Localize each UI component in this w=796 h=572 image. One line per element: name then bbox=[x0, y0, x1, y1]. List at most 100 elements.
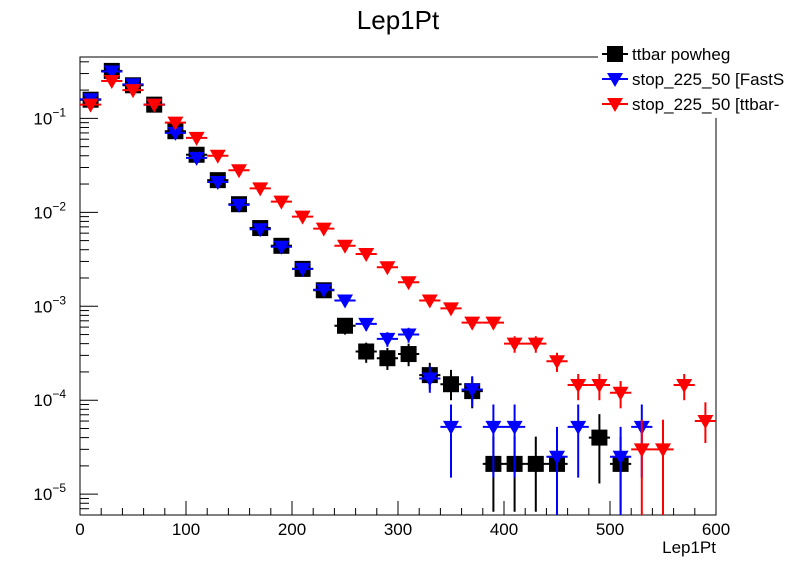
y-tick-label: 10−4 bbox=[33, 387, 66, 410]
data-point-triangle bbox=[655, 443, 671, 458]
data-point-triangle bbox=[400, 276, 417, 291]
data-point-triangle bbox=[337, 239, 353, 254]
data-point-triangle bbox=[421, 294, 438, 309]
data-point-triangle bbox=[337, 294, 353, 309]
data-point-triangle bbox=[188, 151, 205, 166]
y-tick-exponent: −1 bbox=[52, 105, 66, 119]
data-point-triangle bbox=[485, 316, 502, 331]
data-point-triangle bbox=[146, 98, 163, 113]
data-point-triangle bbox=[209, 176, 226, 191]
legend-label: stop_225_50 [ttbar- bbox=[632, 95, 779, 114]
data-point-square bbox=[607, 46, 623, 62]
legend: ttbar powheg stop_225_50 [FastS stop_225_5… bbox=[598, 40, 796, 118]
x-tick-label: 400 bbox=[490, 520, 518, 539]
data-point-triangle bbox=[443, 420, 459, 435]
data-point-triangle bbox=[527, 337, 544, 352]
series-3 bbox=[80, 74, 716, 515]
data-point-square bbox=[379, 350, 396, 367]
data-point-triangle bbox=[676, 379, 693, 394]
x-tick-label: 0 bbox=[75, 520, 84, 539]
y-tick-mantissa: 10 bbox=[33, 485, 52, 504]
data-point-triangle bbox=[167, 126, 184, 141]
data-point-triangle bbox=[103, 65, 120, 80]
data-point-triangle bbox=[125, 84, 141, 99]
y-tick-label: 10−1 bbox=[33, 105, 66, 128]
data-point-triangle bbox=[188, 131, 205, 146]
y-tick-exponent: −5 bbox=[52, 481, 66, 495]
data-point-triangle bbox=[358, 247, 375, 262]
y-axis: 10−510−410−310−210−1 bbox=[33, 61, 98, 516]
x-tick-label: 100 bbox=[172, 520, 200, 539]
data-point-triangle bbox=[231, 198, 247, 213]
y-tick-exponent: −3 bbox=[52, 293, 66, 307]
data-point-square bbox=[337, 317, 353, 334]
x-tick-label: 300 bbox=[384, 520, 412, 539]
data-point-triangle bbox=[506, 420, 523, 435]
data-point-square bbox=[527, 455, 544, 472]
y-tick-exponent: −2 bbox=[52, 199, 66, 213]
data-point-triangle bbox=[231, 164, 247, 179]
chart-title: Lep1Pt bbox=[357, 5, 440, 35]
x-tick-label: 200 bbox=[278, 520, 306, 539]
data-point-triangle bbox=[607, 98, 623, 112]
data-point-triangle bbox=[252, 182, 269, 197]
data-point-triangle bbox=[379, 261, 396, 276]
data-point-triangle bbox=[443, 302, 459, 317]
data-point-triangle bbox=[400, 328, 417, 343]
legend-box bbox=[598, 40, 796, 118]
legend-label: ttbar powheg bbox=[632, 45, 730, 64]
series-1 bbox=[80, 62, 632, 512]
series-layer bbox=[80, 62, 716, 515]
data-point-triangle bbox=[570, 420, 587, 435]
y-tick-label: 10−5 bbox=[33, 481, 66, 504]
data-point-triangle bbox=[379, 332, 396, 347]
data-point-triangle bbox=[506, 337, 523, 352]
y-tick-label: 10−3 bbox=[33, 293, 66, 316]
data-point-triangle bbox=[485, 420, 502, 435]
y-tick-mantissa: 10 bbox=[33, 297, 52, 316]
data-point-triangle bbox=[464, 316, 481, 331]
data-point-triangle bbox=[607, 73, 623, 87]
data-point-triangle bbox=[549, 355, 565, 370]
data-point-triangle bbox=[273, 195, 290, 210]
y-tick-label: 10−2 bbox=[33, 199, 66, 222]
x-tick-label: 600 bbox=[702, 520, 730, 539]
data-point-triangle bbox=[294, 210, 311, 225]
data-point-square bbox=[443, 376, 459, 393]
y-tick-mantissa: 10 bbox=[33, 391, 52, 410]
data-point-triangle bbox=[612, 450, 629, 465]
data-point-triangle bbox=[294, 262, 311, 277]
data-point-square bbox=[400, 346, 417, 363]
data-point-triangle bbox=[633, 443, 650, 458]
data-point-triangle bbox=[167, 116, 184, 131]
data-point-triangle bbox=[591, 379, 608, 394]
data-point-triangle bbox=[570, 379, 587, 394]
data-point-square bbox=[591, 429, 608, 446]
data-point-square bbox=[358, 343, 375, 360]
data-point-triangle bbox=[315, 283, 332, 298]
series-2 bbox=[80, 65, 653, 515]
data-point-triangle bbox=[209, 149, 226, 164]
y-tick-mantissa: 10 bbox=[33, 203, 52, 222]
x-axis: 0 100 200 300 400 500 600 bbox=[75, 501, 730, 539]
x-tick-label: 500 bbox=[596, 520, 624, 539]
legend-label: stop_225_50 [FastS bbox=[632, 70, 784, 89]
legend-entry: stop_225_50 [ttbar- bbox=[602, 95, 779, 114]
data-point-triangle bbox=[697, 415, 714, 430]
x-axis-title: Lep1Pt bbox=[662, 538, 716, 557]
data-point-triangle bbox=[549, 450, 565, 465]
data-point-triangle bbox=[315, 222, 332, 237]
data-point-triangle bbox=[103, 74, 120, 89]
data-point-triangle bbox=[464, 383, 481, 398]
data-point-triangle bbox=[252, 223, 269, 238]
data-point-triangle bbox=[358, 317, 375, 332]
legend-entry: ttbar powheg bbox=[602, 45, 730, 64]
data-point-triangle bbox=[82, 98, 99, 113]
data-point-triangle bbox=[421, 372, 438, 387]
data-point-triangle bbox=[612, 386, 629, 401]
y-tick-mantissa: 10 bbox=[33, 109, 52, 128]
data-point-triangle bbox=[273, 240, 290, 255]
legend-entry: stop_225_50 [FastS bbox=[602, 70, 784, 89]
y-tick-exponent: −4 bbox=[52, 387, 66, 401]
